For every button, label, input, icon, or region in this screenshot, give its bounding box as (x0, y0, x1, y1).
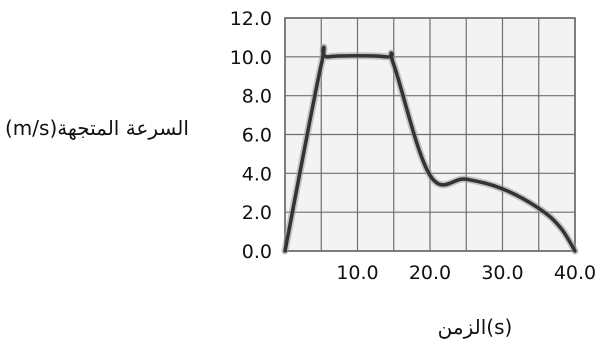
y-tick-label: 12.0 (230, 8, 272, 30)
y-tick-label: 6.0 (242, 125, 272, 147)
series-line (283, 45, 577, 253)
y-axis-title: (m/s)السرعة المتجهة (5, 116, 189, 140)
x-tick-labels: 10.0 20.0 30.0 40.0 (336, 262, 596, 284)
series-layer (281, 43, 579, 255)
y-tick-labels: 0.0 2.0 4.0 6.0 8.0 10.0 12.0 (230, 8, 272, 263)
x-tick-label: 40.0 (554, 262, 596, 284)
x-axis-title: (s)الزمن (438, 315, 513, 339)
y-tick-label: 2.0 (242, 202, 272, 224)
y-tick-label: 0.0 (242, 241, 272, 263)
x-tick-label: 10.0 (336, 262, 378, 284)
x-tick-label: 30.0 (481, 262, 523, 284)
y-tick-label: 10.0 (230, 47, 272, 69)
y-tick-label: 8.0 (242, 86, 272, 108)
y-tick-label: 4.0 (242, 163, 272, 185)
x-tick-label: 20.0 (409, 262, 451, 284)
